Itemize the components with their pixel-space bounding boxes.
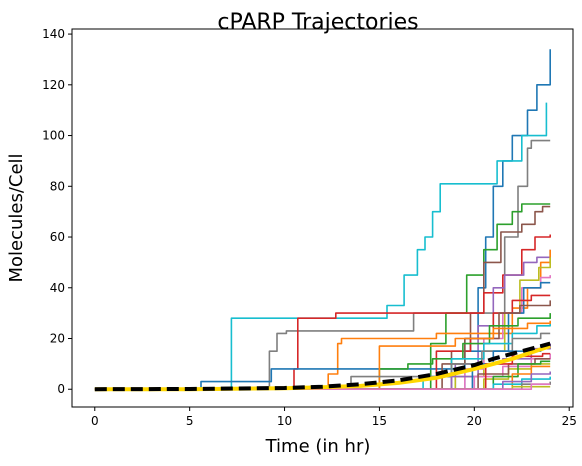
y-tick-label: 100 xyxy=(42,129,65,143)
series-line-8 xyxy=(94,257,551,390)
y-axis: 0 20 40 60 80 100 120 140 xyxy=(42,27,72,396)
x-tick-label: 20 xyxy=(467,414,482,428)
x-tick-label: 10 xyxy=(277,414,292,428)
x-tick-label: 25 xyxy=(562,414,577,428)
series-line-29 xyxy=(94,383,551,390)
series-line-31 xyxy=(94,341,551,392)
x-axis: 0 5 10 15 20 25 xyxy=(91,407,577,428)
y-tick-label: 120 xyxy=(42,78,65,92)
chart-title: cPARP Trajectories xyxy=(217,10,418,35)
series-line-9 xyxy=(94,275,551,390)
x-tick-label: 5 xyxy=(186,414,194,428)
y-tick-label: 80 xyxy=(50,179,65,193)
y-tick-label: 0 xyxy=(57,382,65,396)
x-tick-label: 0 xyxy=(91,414,99,428)
plot-area xyxy=(94,49,551,392)
series-line-11 xyxy=(94,294,551,390)
x-axis-label: Time (in hr) xyxy=(265,436,371,457)
plot-frame xyxy=(71,28,574,408)
x-tick-label: 15 xyxy=(372,414,387,428)
y-tick-label: 60 xyxy=(50,230,65,244)
series-line-2 xyxy=(94,139,551,390)
y-tick-label: 40 xyxy=(50,281,65,295)
y-tick-label: 140 xyxy=(42,27,65,41)
y-tick-label: 20 xyxy=(50,332,65,346)
y-axis-label: Molecules/Cell xyxy=(6,153,27,282)
